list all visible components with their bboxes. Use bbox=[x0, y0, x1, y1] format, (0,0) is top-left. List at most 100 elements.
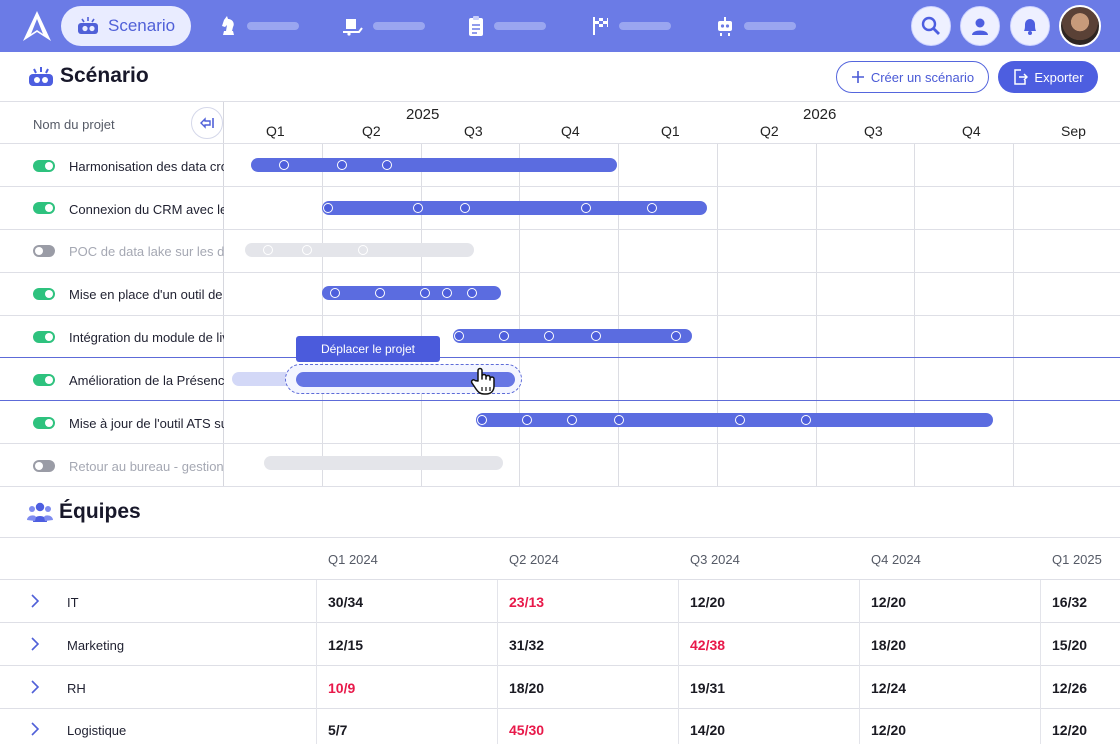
table-column-line bbox=[678, 580, 679, 744]
milestone-dot[interactable] bbox=[522, 415, 532, 425]
project-toggle[interactable] bbox=[33, 160, 55, 172]
export-button[interactable]: Exporter bbox=[998, 61, 1098, 93]
column-header: Q2 2024 bbox=[509, 552, 559, 567]
table-divider bbox=[0, 579, 1120, 580]
project-toggle[interactable] bbox=[33, 374, 55, 386]
chevron-right-icon[interactable] bbox=[30, 680, 40, 694]
milestone-dot[interactable] bbox=[544, 331, 554, 341]
project-name[interactable]: Mise en place d'un outil de c bbox=[69, 287, 224, 302]
project-name[interactable]: Amélioration de la Présence bbox=[69, 373, 224, 388]
milestone-dot[interactable] bbox=[671, 331, 681, 341]
milestone-dot[interactable] bbox=[323, 203, 333, 213]
project-toggle[interactable] bbox=[33, 417, 55, 429]
table-divider bbox=[0, 665, 1120, 666]
milestone-dot[interactable] bbox=[581, 203, 591, 213]
milestone-dot[interactable] bbox=[735, 415, 745, 425]
milestone-dot[interactable] bbox=[477, 415, 487, 425]
project-bar[interactable] bbox=[322, 201, 707, 215]
project-name[interactable]: Harmonisation des data cross-canal bbox=[69, 159, 224, 174]
table-column-line bbox=[497, 580, 498, 744]
profile-button[interactable] bbox=[960, 6, 1000, 46]
nav-item-goals[interactable] bbox=[592, 12, 671, 40]
milestone-dot[interactable] bbox=[614, 415, 624, 425]
milestone-dot[interactable] bbox=[454, 331, 464, 341]
nav-item-scenario[interactable]: Scenario bbox=[61, 6, 191, 46]
export-label: Exporter bbox=[1034, 69, 1084, 85]
milestone-dot[interactable] bbox=[467, 288, 477, 298]
project-bar[interactable] bbox=[322, 286, 501, 300]
milestone-dot[interactable] bbox=[382, 160, 392, 170]
milestone-dot[interactable] bbox=[647, 203, 657, 213]
milestone-dot[interactable] bbox=[375, 288, 385, 298]
team-name[interactable]: IT bbox=[67, 595, 79, 610]
collapse-panel-button[interactable] bbox=[191, 107, 223, 139]
nav-placeholder-bar bbox=[619, 22, 671, 30]
milestone-dot[interactable] bbox=[279, 160, 289, 170]
milestone-dot[interactable] bbox=[413, 203, 423, 213]
project-bar[interactable] bbox=[453, 329, 692, 343]
row-divider bbox=[0, 315, 1120, 316]
chevron-right-icon[interactable] bbox=[30, 722, 40, 736]
chevron-right-icon[interactable] bbox=[30, 594, 40, 608]
capacity-cell: 12/20 bbox=[690, 594, 726, 610]
milestone-dot[interactable] bbox=[499, 331, 509, 341]
capacity-cell: 15/20 bbox=[1052, 637, 1088, 653]
milestone-dot[interactable] bbox=[420, 288, 430, 298]
project-name[interactable]: POC de data lake sur les données bbox=[69, 244, 224, 259]
capacity-cell: 31/32 bbox=[509, 637, 545, 653]
team-name[interactable]: RH bbox=[67, 681, 86, 696]
flag-icon bbox=[593, 17, 608, 35]
logo-icon[interactable] bbox=[22, 10, 52, 42]
teams-title: Équipes bbox=[59, 500, 141, 523]
chevron-right-icon[interactable] bbox=[30, 637, 40, 651]
milestone-dot[interactable] bbox=[442, 288, 452, 298]
project-bar[interactable] bbox=[251, 158, 617, 172]
team-name[interactable]: Logistique bbox=[67, 723, 127, 738]
project-name[interactable]: Mise à jour de l'outil ATS sur bbox=[69, 416, 224, 431]
project-bar-disabled[interactable] bbox=[264, 456, 503, 470]
project-toggle[interactable] bbox=[33, 288, 55, 300]
project-bar[interactable] bbox=[476, 413, 993, 427]
column-header: Q1 2024 bbox=[328, 552, 378, 567]
notifications-button[interactable] bbox=[1010, 6, 1050, 46]
project-bar-dragging[interactable] bbox=[296, 372, 515, 387]
project-name[interactable]: Intégration du module de livraison bbox=[69, 330, 224, 345]
quarter-label: Q2 bbox=[362, 123, 381, 139]
project-toggle[interactable] bbox=[33, 331, 55, 343]
milestone-dot bbox=[263, 245, 273, 255]
nav-placeholder-bar bbox=[373, 22, 425, 30]
project-toggle[interactable] bbox=[33, 460, 55, 472]
avatar[interactable] bbox=[1059, 5, 1101, 47]
milestone-dot[interactable] bbox=[801, 415, 811, 425]
selected-row-bottom bbox=[0, 400, 1120, 401]
milestone-dot[interactable] bbox=[591, 331, 601, 341]
create-scenario-button[interactable]: Créer un scénario bbox=[836, 61, 989, 93]
nav-item-strategy[interactable] bbox=[218, 12, 299, 40]
nav-item-tasks[interactable] bbox=[467, 12, 546, 40]
team-name[interactable]: Marketing bbox=[67, 638, 125, 653]
row-divider bbox=[0, 186, 1120, 187]
milestone-dot[interactable] bbox=[567, 415, 577, 425]
project-toggle[interactable] bbox=[33, 245, 55, 257]
gantt-bottom-border bbox=[0, 486, 1120, 487]
capacity-cell: 16/32 bbox=[1052, 594, 1088, 610]
nav-item-delivery[interactable] bbox=[342, 12, 425, 40]
capacity-cell: 12/20 bbox=[871, 722, 907, 738]
project-name[interactable]: Retour au bureau - gestion bbox=[69, 459, 224, 474]
capacity-cell-over: 23/13 bbox=[509, 594, 545, 610]
milestone-dot[interactable] bbox=[460, 203, 470, 213]
project-toggle[interactable] bbox=[33, 202, 55, 214]
project-bar-disabled[interactable] bbox=[245, 243, 474, 257]
milestone-dot[interactable] bbox=[337, 160, 347, 170]
row-divider bbox=[0, 443, 1120, 444]
milestone-dot[interactable] bbox=[330, 288, 340, 298]
project-name[interactable]: Connexion du CRM avec le bbox=[69, 202, 224, 217]
capacity-cell: 18/20 bbox=[509, 680, 545, 696]
robot-icon bbox=[718, 17, 732, 36]
capacity-cell: 14/20 bbox=[690, 722, 726, 738]
column-header: Q1 2025 bbox=[1052, 552, 1102, 567]
nav-item-automation[interactable] bbox=[715, 12, 796, 40]
hand-cursor-icon bbox=[470, 367, 495, 395]
table-divider bbox=[0, 622, 1120, 623]
search-button[interactable] bbox=[911, 6, 951, 46]
